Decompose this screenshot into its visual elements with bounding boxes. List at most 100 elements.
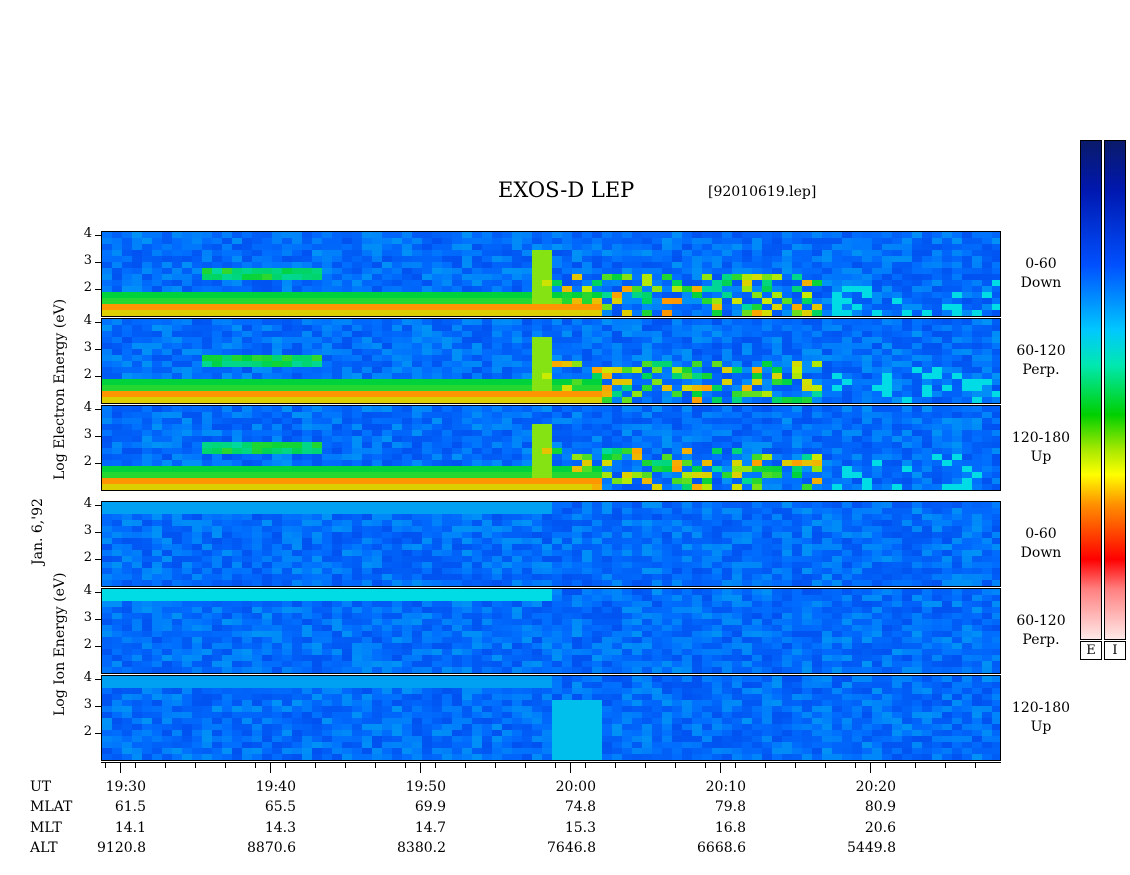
panel-pitch-range: 0-60	[1025, 526, 1057, 542]
y-tick-label: 3	[83, 697, 92, 712]
electron-axis-label: Log Electron Energy (eV)	[52, 298, 68, 480]
x-tick-mark	[735, 763, 736, 768]
y-tick-mark	[95, 733, 101, 734]
ephemeris-value: 5449.8	[847, 840, 896, 856]
chart-title: EXOS-D LEP	[498, 178, 635, 202]
y-tick-label: 3	[83, 523, 92, 538]
panel-pitch-range: 120-180	[1011, 700, 1071, 716]
ephemeris-value: 20:20	[855, 779, 896, 795]
ephemeris-value: 6668.6	[697, 840, 746, 856]
x-tick-mark	[675, 763, 676, 768]
ion-axis-label: Log Ion Energy (eV)	[52, 572, 68, 716]
x-tick-mark	[435, 763, 436, 768]
x-tick-mark	[375, 763, 376, 768]
x-tick-mark	[705, 763, 706, 768]
y-tick-label: 3	[83, 427, 92, 442]
ephemeris-value: 20:10	[705, 779, 746, 795]
spectrogram-panel	[101, 231, 1001, 317]
ephemeris-value: 7646.8	[547, 840, 596, 856]
y-tick-mark	[95, 376, 101, 377]
y-tick-label: 2	[83, 367, 92, 382]
spectrogram-panel	[101, 501, 1001, 587]
x-tick-mark	[915, 763, 916, 768]
ephemeris-row-label: MLT	[30, 820, 62, 836]
panel-pitch-range: 0-60	[1025, 256, 1057, 272]
ion-colorbar	[1104, 140, 1126, 640]
ephemeris-value: 79.8	[714, 799, 746, 815]
time-axis	[101, 762, 1001, 763]
y-tick-mark	[95, 505, 101, 506]
panel-direction: Up	[1030, 719, 1052, 735]
ephemeris-value: 14.1	[114, 820, 146, 836]
y-tick-mark	[95, 706, 101, 707]
spectrogram-panel	[101, 675, 1001, 761]
y-tick-label: 4	[83, 226, 92, 241]
y-tick-mark	[95, 262, 101, 263]
panel-direction: Perp.	[1022, 632, 1060, 648]
panel-pitch-label: 120-180 Up	[1004, 429, 1078, 467]
panel-pitch-range: 120-180	[1011, 430, 1071, 446]
date-label: Jan. 6,'92	[30, 498, 46, 565]
ephemeris-value: 61.5	[114, 799, 146, 815]
panel-direction: Perp.	[1022, 362, 1060, 378]
y-tick-mark	[95, 235, 101, 236]
y-tick-label: 2	[83, 724, 92, 739]
y-tick-mark	[95, 463, 101, 464]
x-tick-mark	[345, 763, 346, 768]
y-tick-mark	[95, 592, 101, 593]
y-tick-label: 2	[83, 454, 92, 469]
x-major-tick	[270, 763, 271, 773]
x-major-tick	[870, 763, 871, 773]
x-tick-mark	[555, 763, 556, 768]
spectrogram-panel	[101, 588, 1001, 674]
x-tick-mark	[975, 763, 976, 768]
file-label: [92010619.lep]	[708, 184, 817, 200]
x-major-tick	[420, 763, 421, 773]
ion-colorbar-label: I	[1104, 641, 1126, 660]
ephemeris-value: 8380.2	[397, 840, 446, 856]
y-tick-mark	[95, 679, 101, 680]
x-tick-mark	[135, 763, 136, 768]
x-tick-mark	[885, 763, 886, 768]
y-tick-label: 4	[83, 670, 92, 685]
ephemeris-value: 8870.6	[247, 840, 296, 856]
panel-direction: Up	[1030, 449, 1052, 465]
x-tick-mark	[405, 763, 406, 768]
y-tick-label: 4	[83, 313, 92, 328]
ephemeris-value: 74.8	[564, 799, 596, 815]
y-tick-mark	[95, 322, 101, 323]
panel-pitch-label: 60-120 Perp.	[1004, 612, 1078, 650]
panel-pitch-label: 0-60 Down	[1004, 525, 1078, 563]
spectrogram-panel	[101, 318, 1001, 404]
ephemeris-value: 15.3	[564, 820, 596, 836]
x-tick-mark	[195, 763, 196, 768]
x-tick-mark	[465, 763, 466, 768]
x-tick-mark	[255, 763, 256, 768]
x-tick-mark	[225, 763, 226, 768]
panel-pitch-range: 60-120	[1016, 343, 1066, 359]
y-tick-mark	[95, 409, 101, 410]
x-major-tick	[120, 763, 121, 773]
panel-pitch-label: 60-120 Perp.	[1004, 342, 1078, 380]
y-tick-mark	[95, 436, 101, 437]
panel-direction: Down	[1020, 545, 1062, 561]
x-tick-mark	[765, 763, 766, 768]
y-tick-label: 3	[83, 340, 92, 355]
ephemeris-value: 20.6	[864, 820, 896, 836]
y-tick-label: 3	[83, 610, 92, 625]
x-tick-mark	[795, 763, 796, 768]
x-tick-mark	[615, 763, 616, 768]
y-tick-mark	[95, 619, 101, 620]
y-tick-mark	[95, 532, 101, 533]
x-tick-mark	[585, 763, 586, 768]
x-tick-mark	[315, 763, 316, 768]
ephemeris-value: 69.9	[414, 799, 446, 815]
panel-pitch-label: 120-180 Up	[1004, 699, 1078, 737]
ephemeris-value: 20:00	[555, 779, 596, 795]
ephemeris-value: 80.9	[864, 799, 896, 815]
x-tick-mark	[645, 763, 646, 768]
ephemeris-value: 16.8	[714, 820, 746, 836]
y-tick-mark	[95, 289, 101, 290]
x-tick-mark	[825, 763, 826, 768]
ephemeris-value: 14.3	[264, 820, 296, 836]
